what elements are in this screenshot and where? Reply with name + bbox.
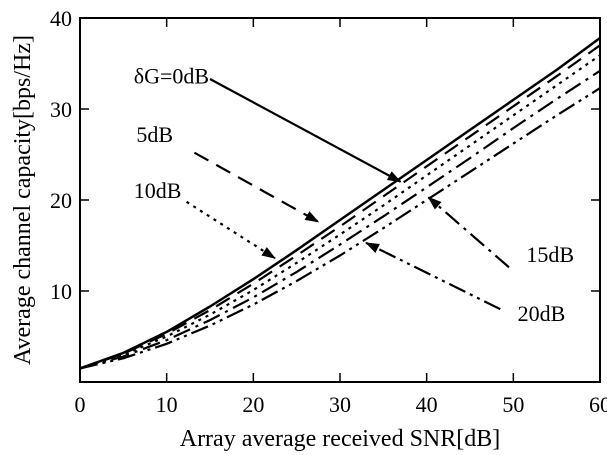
series-line-20db bbox=[79, 87, 601, 370]
y-tick-label: 10 bbox=[50, 279, 72, 304]
annotation-arrow-20db bbox=[365, 241, 501, 311]
y-tick-label: 40 bbox=[50, 6, 72, 31]
annotation-label-10db: 10dB bbox=[134, 178, 182, 203]
tick-layer: 0 10 20 30 40 50 60 10 20 30 40 bbox=[50, 6, 607, 417]
x-tick-label: 40 bbox=[416, 392, 438, 417]
x-axis-label: Array average received SNR[dB] bbox=[180, 426, 501, 452]
annotation-label-15db: 15dB bbox=[526, 242, 574, 267]
y-axis-label: Average channel capacity[bps/Hz] bbox=[10, 35, 36, 365]
x-tick-label: 0 bbox=[75, 392, 86, 417]
series-line-0db bbox=[79, 36, 601, 370]
x-tick-label: 20 bbox=[242, 392, 264, 417]
annotation-label-0db: δG=0dB bbox=[134, 64, 209, 89]
x-tick-label: 50 bbox=[502, 392, 524, 417]
series-line-5db bbox=[79, 44, 601, 370]
annotation-arrow-0db bbox=[209, 78, 402, 183]
series-line-15db bbox=[79, 69, 601, 370]
annotation-layer: δG=0dB 5dB 10dB 15dB 20dB bbox=[134, 64, 574, 327]
annotation-arrow-15db bbox=[427, 196, 510, 269]
x-tick-label: 60 bbox=[589, 392, 607, 417]
y-tick-label: 20 bbox=[50, 188, 72, 213]
plot-area bbox=[80, 18, 600, 382]
annotation-label-20db: 20dB bbox=[518, 301, 566, 326]
plot-frame bbox=[79, 17, 601, 383]
y-tick-label: 30 bbox=[50, 97, 72, 122]
series-layer bbox=[79, 36, 601, 370]
x-tick-label: 30 bbox=[329, 392, 351, 417]
annotation-label-5db: 5dB bbox=[136, 122, 173, 147]
annotation-arrow-10db bbox=[186, 200, 276, 260]
series-line-10db bbox=[79, 54, 601, 370]
x-tick-label: 10 bbox=[156, 392, 178, 417]
